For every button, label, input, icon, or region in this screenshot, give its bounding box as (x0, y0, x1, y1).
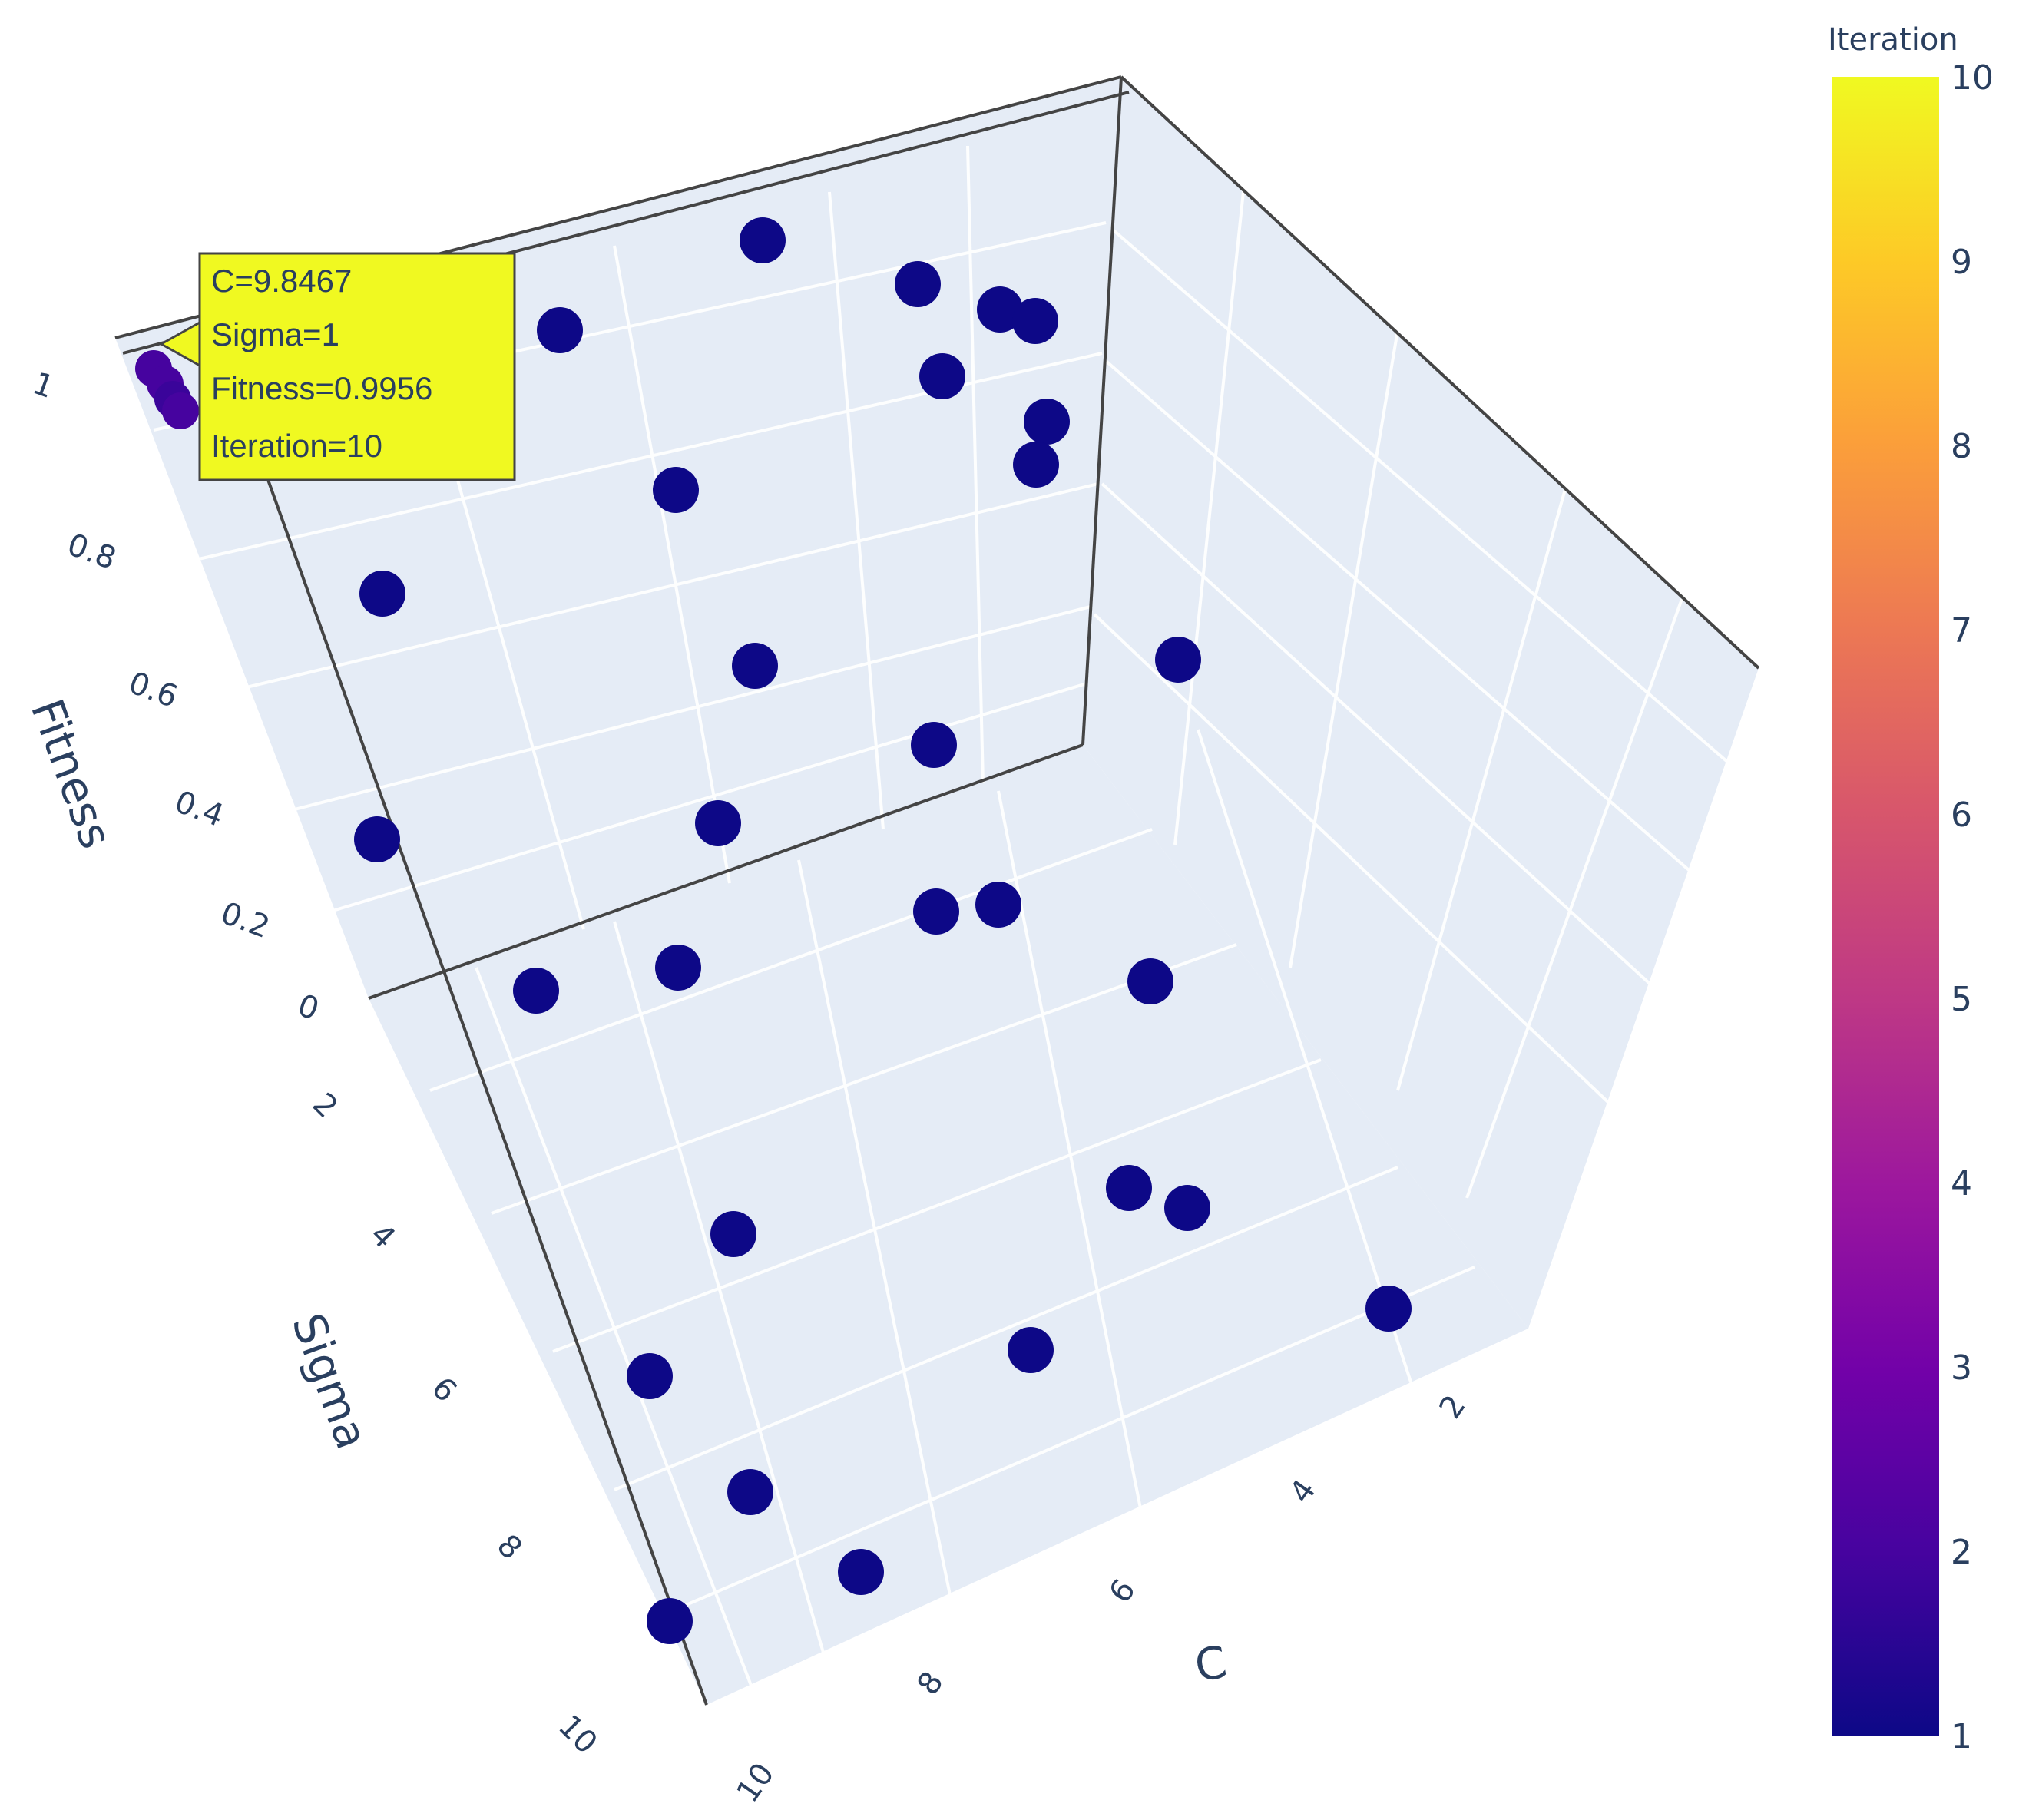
c-tick: 8 (911, 1666, 951, 1702)
floor-wall (369, 745, 1528, 1705)
data-point-cluster[interactable] (162, 392, 199, 429)
sigma-tick: 6 (425, 1371, 464, 1410)
fitness-tick: 0.2 (217, 895, 275, 945)
fitness-tick: 0.6 (124, 665, 183, 715)
data-point[interactable] (1008, 1327, 1054, 1373)
data-point[interactable] (975, 882, 1021, 928)
data-point[interactable] (537, 307, 583, 353)
hover-line-sigma: Sigma=1 (211, 316, 339, 352)
fitness-tick: 1 (28, 366, 59, 405)
data-point[interactable] (1012, 298, 1058, 344)
data-point[interactable] (1013, 442, 1059, 488)
sigma-tick: 8 (490, 1528, 529, 1567)
data-point[interactable] (695, 800, 741, 846)
data-point[interactable] (732, 643, 778, 689)
data-point[interactable] (1127, 958, 1173, 1004)
fitness-tick: 0.4 (170, 784, 229, 834)
data-point[interactable] (895, 261, 941, 307)
fitness-tick: 0 (293, 988, 324, 1027)
data-point[interactable] (740, 217, 786, 263)
data-point[interactable] (911, 722, 957, 768)
c-axis-title: C (1191, 1636, 1231, 1693)
colorbar-tick-label: 2 (1951, 1533, 1972, 1572)
c-tick: 4 (1283, 1474, 1323, 1510)
data-point[interactable] (1024, 399, 1070, 445)
data-point[interactable] (513, 968, 559, 1014)
data-point[interactable] (913, 888, 959, 935)
data-point[interactable] (710, 1211, 756, 1257)
colorbar-tick-label: 7 (1951, 611, 1972, 650)
c-tick: 2 (1433, 1389, 1473, 1425)
colorbar-tick-label: 10 (1951, 58, 1994, 98)
sigma-axis-title: Sigma (282, 1307, 379, 1456)
c-tick: 6 (1103, 1573, 1143, 1610)
colorbar-ticks: 1 2 3 4 5 6 7 8 9 10 (1951, 58, 1994, 1756)
data-point[interactable] (838, 1549, 884, 1595)
sigma-tick: 10 (551, 1709, 604, 1762)
scatter-points (135, 217, 1412, 1644)
colorbar-title: Iteration (1828, 22, 1958, 58)
data-point[interactable] (919, 353, 965, 399)
sigma-tick: 2 (306, 1087, 345, 1126)
data-point[interactable] (977, 286, 1023, 333)
colorbar-tick-label: 3 (1951, 1348, 1972, 1388)
hover-tooltip: C=9.8467 Sigma=1 Fitness=0.9956 Iteratio… (158, 252, 516, 481)
data-point[interactable] (359, 571, 405, 617)
back-wall-right (1083, 77, 1759, 1329)
data-point[interactable] (655, 945, 701, 991)
colorbar-tick-label: 9 (1951, 243, 1972, 282)
fitness-axis-title: Fitness (21, 693, 123, 855)
hover-line-c: C=9.8467 (211, 263, 352, 299)
colorbar-tick-label: 4 (1951, 1164, 1972, 1203)
hover-line-iteration: Iteration=10 (211, 428, 382, 464)
data-point[interactable] (1164, 1185, 1210, 1231)
hover-box (198, 252, 516, 481)
sigma-tick: 4 (363, 1217, 402, 1256)
hover-line-fitness: Fitness=0.9956 (211, 370, 432, 406)
data-point[interactable] (727, 1469, 773, 1515)
data-point[interactable] (653, 467, 699, 513)
colorbar-tick-label: 6 (1951, 796, 1972, 835)
fitness-tick: 0.8 (63, 527, 121, 577)
data-point[interactable] (1106, 1165, 1152, 1211)
colorbar-tick-label: 5 (1951, 980, 1972, 1019)
colorbar-tick-label: 1 (1951, 1717, 1972, 1756)
colorbar-tick-label: 8 (1951, 427, 1972, 466)
data-point[interactable] (627, 1353, 673, 1399)
data-point[interactable] (354, 816, 400, 862)
grid-lines (153, 145, 1745, 1690)
data-point[interactable] (1155, 637, 1201, 683)
colorbar: Iteration 1 2 3 4 5 6 7 8 9 10 (1828, 22, 1994, 1756)
data-point[interactable] (647, 1598, 693, 1644)
colorbar-gradient (1832, 77, 1939, 1736)
data-point[interactable] (1365, 1286, 1412, 1332)
c-tick: 10 (730, 1757, 782, 1809)
